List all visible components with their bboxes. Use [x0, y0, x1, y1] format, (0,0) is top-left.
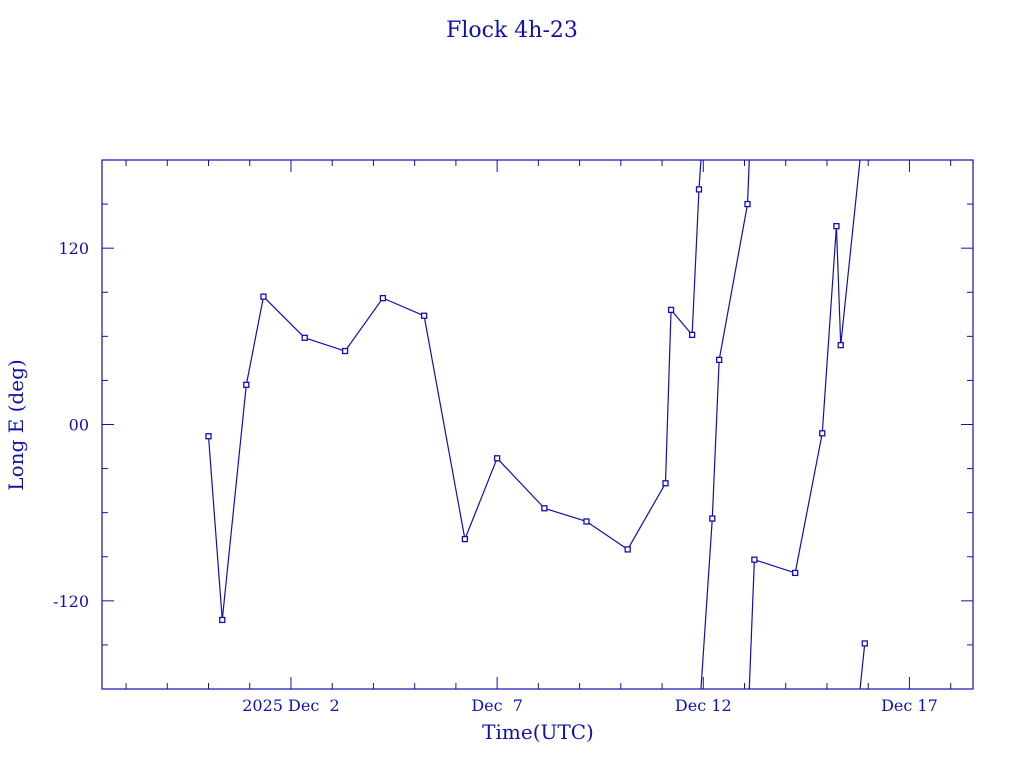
line-segment	[821, 226, 838, 434]
y-tick-labels: 120 00 -120	[53, 239, 89, 611]
data-point	[709, 515, 716, 522]
line-segment	[670, 309, 693, 336]
series-line	[207, 159, 866, 690]
data-point	[716, 356, 723, 363]
line-segment	[423, 315, 466, 540]
line-segment	[304, 337, 346, 352]
data-point	[751, 556, 758, 563]
data-point	[837, 341, 844, 349]
line-segment	[840, 159, 861, 346]
line-segment	[794, 433, 823, 574]
x-tick-label: 2025 Dec 2	[242, 696, 339, 715]
y-tick-label: 120	[58, 239, 89, 258]
line-segment	[835, 226, 842, 346]
data-point	[688, 331, 696, 339]
y-tick-label: -120	[53, 592, 89, 611]
data-point	[583, 518, 590, 525]
data-point	[219, 616, 226, 624]
line-segment	[627, 482, 667, 550]
line-segment	[746, 159, 750, 205]
line-segment	[664, 309, 672, 484]
line-segment	[748, 559, 755, 690]
line-segment	[344, 297, 384, 352]
line-segment	[859, 643, 866, 690]
data-point	[260, 293, 267, 300]
x-axis-label: Time(UTC)	[482, 720, 594, 744]
data-point	[695, 186, 703, 193]
x-tick-labels: 2025 Dec 2 Dec 7 Dec 12 Dec 17	[242, 696, 938, 715]
line-segment	[700, 518, 713, 690]
line-segment	[496, 457, 545, 509]
line-segment	[382, 297, 425, 317]
y-axis-label: Long E (deg)	[4, 359, 28, 490]
data-point	[205, 433, 212, 440]
line-segment	[263, 296, 306, 339]
line-segment	[711, 359, 720, 519]
x-tick-label: Dec 17	[881, 696, 938, 715]
data-point	[833, 222, 840, 230]
data-point	[301, 334, 308, 341]
line-segment	[754, 559, 796, 574]
chart-title: Flock 4h-23	[446, 18, 578, 43]
line-segment	[207, 436, 223, 620]
line-segment	[718, 203, 749, 360]
data-point	[667, 306, 675, 314]
data-point	[379, 294, 387, 302]
line-segment	[698, 159, 702, 190]
y-tick-label: 00	[69, 416, 89, 435]
line-segment	[691, 189, 700, 335]
x-tick-label: Dec 12	[675, 696, 732, 715]
series-markers	[205, 186, 868, 647]
data-point	[819, 430, 826, 437]
line-segment	[245, 296, 265, 385]
data-point	[341, 347, 349, 355]
plot-frame	[101, 159, 974, 690]
data-point	[624, 546, 631, 553]
data-point	[420, 312, 428, 319]
data-point	[662, 480, 669, 487]
data-point	[493, 455, 501, 462]
data-point	[744, 200, 751, 208]
line-segment	[586, 520, 629, 550]
x-tick-label: Dec 7	[471, 696, 523, 715]
line-segment	[221, 384, 247, 620]
axis-ticks	[102, 160, 973, 689]
data-point	[243, 381, 250, 388]
data-point	[461, 535, 469, 543]
data-point	[861, 640, 868, 647]
line-segment	[464, 458, 498, 540]
line-segment	[544, 507, 587, 523]
data-point	[792, 569, 799, 577]
data-point	[541, 505, 548, 512]
